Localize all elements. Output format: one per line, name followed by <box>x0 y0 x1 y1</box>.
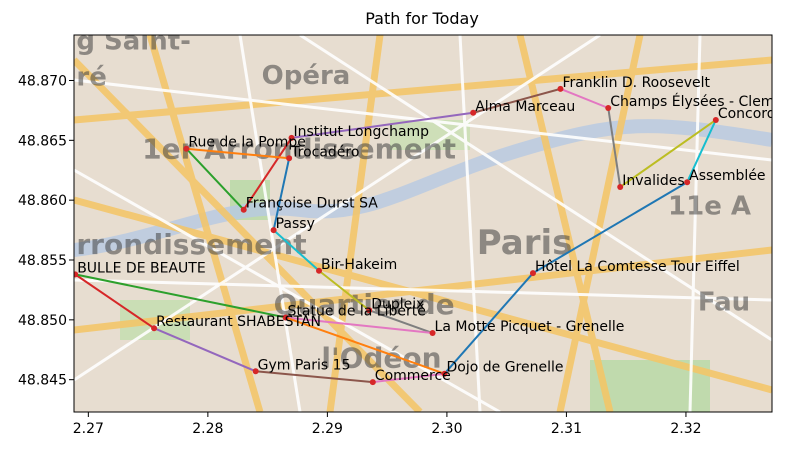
y-tick-label: 48.860 <box>18 193 67 209</box>
marker-institut-longchamp <box>288 134 295 141</box>
path-segment <box>318 269 370 312</box>
path-segments <box>74 87 717 384</box>
label-invalides: Invalides <box>622 173 684 189</box>
basemap-label: 11e A <box>668 192 751 222</box>
label-commerce: Commerce <box>375 368 451 384</box>
x-tick-label: 2.29 <box>312 421 343 437</box>
label-la-motte-picquet-grenelle: La Motte Picquet - Grenelle <box>435 319 625 335</box>
path-segment <box>185 148 245 211</box>
x-tick-label: 2.31 <box>551 421 582 437</box>
x-tick-label: 2.32 <box>670 421 701 437</box>
marker-bulle-de-beaute <box>74 271 79 278</box>
path-segment <box>372 372 445 384</box>
path-segment <box>472 87 561 114</box>
label-bulle-de-beaute: BULLE DE BEAUTE <box>77 260 206 276</box>
marker-franklin-d-roosevelt <box>557 85 564 92</box>
marker-rue-de-la-pompe <box>183 145 190 152</box>
basemap-label: l'Odéon <box>321 342 441 375</box>
marker-statue-de-la-liberte <box>282 314 289 321</box>
label-rue-de-la-pompe: Rue de la Pompe <box>188 135 306 151</box>
marker-dupleix <box>366 307 373 314</box>
path-segment <box>560 87 609 109</box>
marker-invalides <box>617 183 624 190</box>
path-segment <box>686 119 717 183</box>
path-segment <box>607 107 622 188</box>
label-assemblee: Assemblée <box>689 168 765 184</box>
path-segment <box>242 137 293 211</box>
basemap-label: ré <box>76 62 106 92</box>
chart-title: Path for Today <box>365 9 479 28</box>
path-segment <box>186 147 290 160</box>
marker-assemblee <box>684 179 691 186</box>
y-tick-label: 48.850 <box>18 313 67 329</box>
path-segment <box>619 119 717 188</box>
marker-trocadero <box>286 155 293 162</box>
basemap-label: Quartier de <box>274 288 455 321</box>
label-francoise-durst-sa: Françoise Durst SA <box>246 196 379 212</box>
y-tick-label: 48.845 <box>18 373 67 389</box>
path-segment <box>291 111 474 139</box>
location-labels: BULLE DE BEAUTE Restaurant SHABESTAN Gym P… <box>77 75 789 384</box>
marker-gym-paris-15 <box>252 368 259 375</box>
x-tick-label: 2.30 <box>431 421 462 437</box>
marker-la-motte-picquet-grenelle <box>429 330 436 337</box>
y-tick-label: 48.870 <box>18 73 67 89</box>
label-concorde: Concorde <box>718 106 785 122</box>
x-tick-label: 2.27 <box>73 421 104 437</box>
path-segment <box>285 316 433 335</box>
label-restaurant-shabestan: Restaurant SHABESTAN <box>156 314 321 330</box>
label-institut-longchamp: Institut Longchamp <box>294 124 430 140</box>
marker-francoise-durst-sa <box>240 206 247 213</box>
marker-bir-hakeim <box>316 267 323 274</box>
label-champs-elysees-clemenceau: Champs Élysées - Clemenceau <box>610 93 789 110</box>
marker-commerce <box>369 379 376 386</box>
label-dupleix: Dupleix <box>371 296 424 312</box>
x-axis: 2.27 2.28 2.29 2.30 2.31 2.32 <box>73 412 702 437</box>
path-segment <box>153 327 257 373</box>
path-segment <box>532 181 688 275</box>
basemap-label: Fau <box>698 287 750 317</box>
marker-concorde <box>712 116 719 123</box>
basemap-label: g Saint- <box>76 26 191 56</box>
location-markers <box>74 85 719 386</box>
path-segment <box>272 158 291 231</box>
label-franklin-d-roosevelt: Franklin D. Roosevelt <box>562 75 710 91</box>
marker-dojo-de-grenelle <box>441 370 448 377</box>
marker-restaurant-shabestan <box>151 325 158 332</box>
marker-passy <box>270 227 277 234</box>
x-tick-label: 2.28 <box>192 421 223 437</box>
label-hotel-la-comtesse-tour-eiffel: Hôtel La Comtesse Tour Eiffel <box>535 259 740 275</box>
label-statue-de-la-liberte: Statue de la Liberté <box>288 303 426 319</box>
label-gym-paris-15: Gym Paris 15 <box>258 357 351 373</box>
label-alma-marceau: Alma Marceau <box>475 99 575 115</box>
label-trocadero: Trocadéro <box>290 144 359 160</box>
path-segment <box>255 370 373 384</box>
path-segment <box>74 273 155 330</box>
y-axis: 48.845 48.850 48.855 48.860 48.865 48.870 <box>18 73 74 389</box>
marker-hotel-la-comtesse-tour-eiffel <box>529 270 536 277</box>
label-passy: Passy <box>276 216 315 232</box>
marker-alma-marceau <box>470 109 477 116</box>
path-segment <box>272 229 320 272</box>
y-tick-label: 48.855 <box>18 253 67 269</box>
label-bir-hakeim: Bir-Hakeim <box>321 257 397 273</box>
marker-champs-elysees-clemenceau <box>605 105 612 112</box>
label-dojo-de-grenelle: Dojo de Grenelle <box>447 360 564 376</box>
basemap-label: rrondissement <box>76 228 306 261</box>
basemap-label: Opéra <box>262 61 351 91</box>
path-segment <box>368 309 433 334</box>
river <box>74 119 772 257</box>
path-segment <box>285 316 445 375</box>
path-segment <box>74 273 286 319</box>
path-segment <box>443 272 534 375</box>
plot-frame <box>73 34 773 413</box>
basemap-label: Paris <box>477 223 573 263</box>
y-tick-label: 48.865 <box>18 133 67 149</box>
